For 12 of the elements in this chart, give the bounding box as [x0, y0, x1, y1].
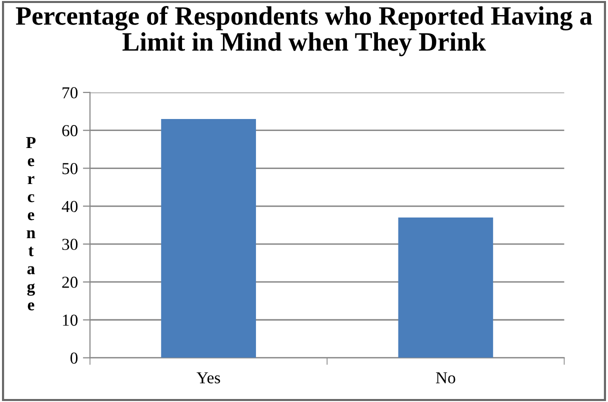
chart-title: Percentage of Respondents who Reported Having a Limit in Mind when They Drink: [16, 6, 592, 56]
y-tick-label: 10: [62, 314, 78, 326]
y-tick-label: 60: [62, 125, 78, 136]
y-tick-label: 40: [62, 200, 78, 212]
text: Percentage: [26, 137, 36, 310]
y-tick-label: 20: [62, 276, 78, 288]
x-tick-label: No: [436, 372, 456, 384]
y-tick-label: 0: [70, 352, 78, 364]
y-tick-label: 30: [62, 238, 78, 250]
x-tick-label: Yes: [196, 372, 220, 384]
y-tick-label: 70: [62, 87, 78, 98]
y-tick-label: 50: [62, 162, 78, 174]
